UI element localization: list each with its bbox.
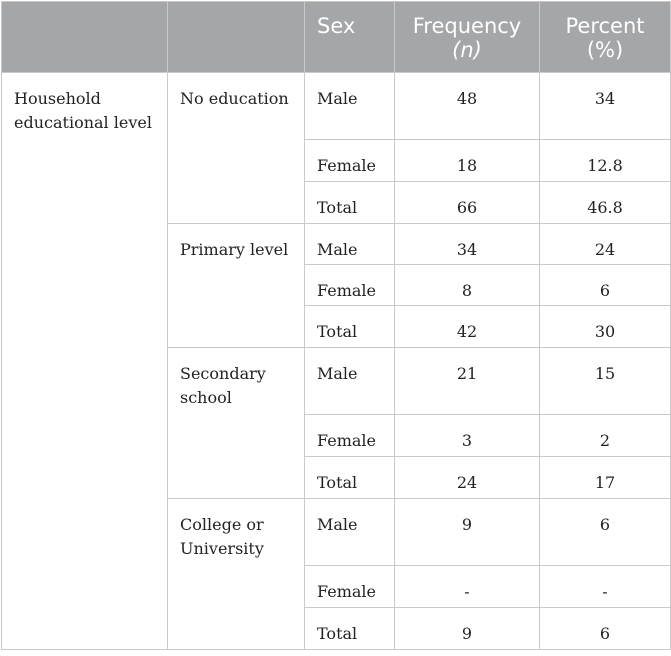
header-frequency-unit: (n): [452, 38, 482, 62]
percent-cell: 12.8: [539, 139, 671, 182]
header-percent-label: Percent: [565, 14, 645, 38]
percent-cell: 17: [539, 456, 671, 499]
level-cell: College or University: [167, 498, 305, 650]
frequency-cell: 9: [394, 498, 540, 566]
header-sex: Sex: [304, 1, 395, 73]
header-frequency: Frequency (n): [394, 1, 540, 73]
table-row: Secondary school Male 21 15: [2, 347, 671, 499]
table-row: Total 66 46.8: [2, 181, 671, 224]
percent-cell: -: [539, 565, 671, 608]
sex-cell: Female: [304, 414, 395, 457]
percent-cell: 46.8: [539, 181, 671, 224]
percent-cell: 30: [539, 305, 671, 348]
table-row: Primary level Male 34 24: [2, 223, 671, 348]
frequency-cell: 66: [394, 181, 540, 224]
frequency-cell: 42: [394, 305, 540, 348]
header-level: [167, 1, 305, 73]
frequency-cell: 21: [394, 347, 540, 415]
sex-cell: Total: [304, 305, 395, 348]
level-cell: Primary level: [167, 223, 305, 348]
sex-cell: Total: [304, 456, 395, 499]
header-percent: Percent (%): [539, 1, 671, 73]
table-row: College or University Male 9 6: [2, 498, 671, 650]
frequency-cell: 8: [394, 264, 540, 306]
table-row: Female 8 6: [2, 264, 671, 306]
frequency-cell: 9: [394, 607, 540, 650]
table-row: Total 24 17: [2, 456, 671, 499]
sex-cell: Male: [304, 223, 395, 265]
frequency-cell: 24: [394, 456, 540, 499]
level-cell: No education: [167, 72, 305, 224]
header-frequency-label: Frequency: [412, 14, 522, 38]
frequency-cell: 48: [394, 72, 540, 140]
percent-cell: 6: [539, 498, 671, 566]
table-row: Female 3 2: [2, 414, 671, 457]
header-row: Sex Frequency (n) Percent (%): [1, 1, 671, 73]
frequency-cell: 34: [394, 223, 540, 265]
table-row: Female 18 12.8: [2, 139, 671, 182]
level-cell: Secondary school: [167, 347, 305, 499]
header-variable: [1, 1, 168, 73]
sex-cell: Total: [304, 607, 395, 650]
percent-cell: 6: [539, 264, 671, 306]
frequency-cell: 18: [394, 139, 540, 182]
table-row: Total 42 30: [2, 305, 671, 348]
sex-cell: Male: [304, 498, 395, 566]
percent-cell: 15: [539, 347, 671, 415]
percent-cell: 6: [539, 607, 671, 650]
percent-cell: 24: [539, 223, 671, 265]
percent-cell: 34: [539, 72, 671, 140]
sex-cell: Total: [304, 181, 395, 224]
table-row: Total 9 6: [2, 607, 671, 650]
header-percent-unit: (%): [586, 38, 624, 62]
frequency-cell: -: [394, 565, 540, 608]
variable-cell: Household educational level: [1, 72, 168, 650]
sex-cell: Male: [304, 72, 395, 140]
sex-cell: Female: [304, 565, 395, 608]
sex-cell: Female: [304, 139, 395, 182]
table-row: Household educational level No education…: [1, 72, 671, 650]
sex-cell: Female: [304, 264, 395, 306]
sex-cell: Male: [304, 347, 395, 415]
frequency-cell: 3: [394, 414, 540, 457]
percent-cell: 2: [539, 414, 671, 457]
